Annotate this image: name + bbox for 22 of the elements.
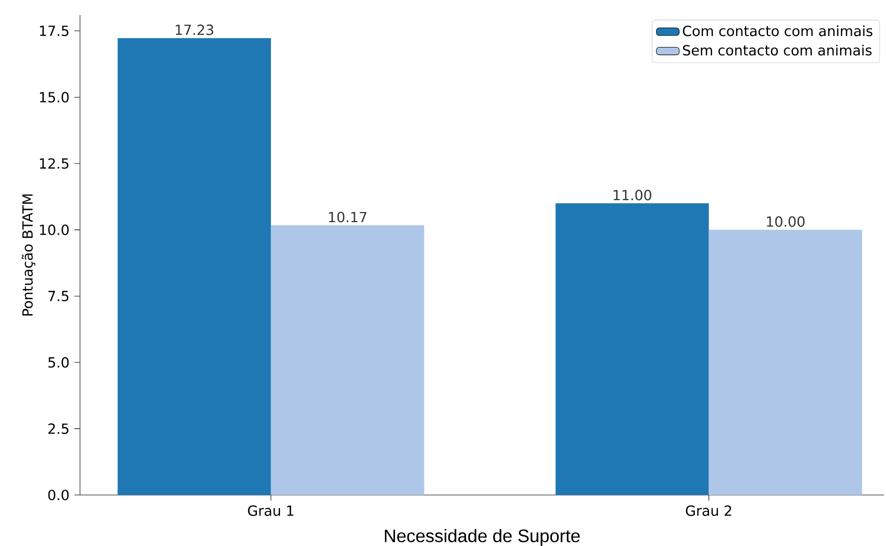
legend-label: Com contacto com animais: [682, 25, 872, 36]
x-tick-label: Grau 2: [686, 505, 732, 516]
y-tick-label: 7.5: [48, 290, 68, 302]
y-tick-label: 2.5: [48, 423, 68, 434]
data-label: 17.23: [176, 24, 214, 36]
y-tick-label: 12.5: [40, 158, 68, 169]
y-tick-label: 10.0: [40, 224, 69, 236]
x-tick-label: Grau 1: [248, 505, 294, 516]
x-axis-title: Necessidade de Suporte: [384, 529, 580, 546]
y-tick-label: 15.0: [40, 92, 69, 102]
bar: [556, 203, 709, 495]
bar: [270, 225, 424, 495]
data-label: 10.00: [766, 216, 805, 227]
bar: [118, 38, 271, 495]
y-tick-label: 0.0: [48, 490, 69, 500]
legend-label: Sem contacto com animais: [683, 44, 872, 56]
bar: [708, 230, 862, 495]
y-tick-label: 17.5: [40, 26, 68, 36]
data-label: 10.17: [329, 212, 366, 222]
data-label: 11.00: [614, 190, 652, 200]
y-tick-label: 5.0: [48, 357, 69, 368]
y-axis-title: Pontuação BTATM: [22, 194, 36, 316]
